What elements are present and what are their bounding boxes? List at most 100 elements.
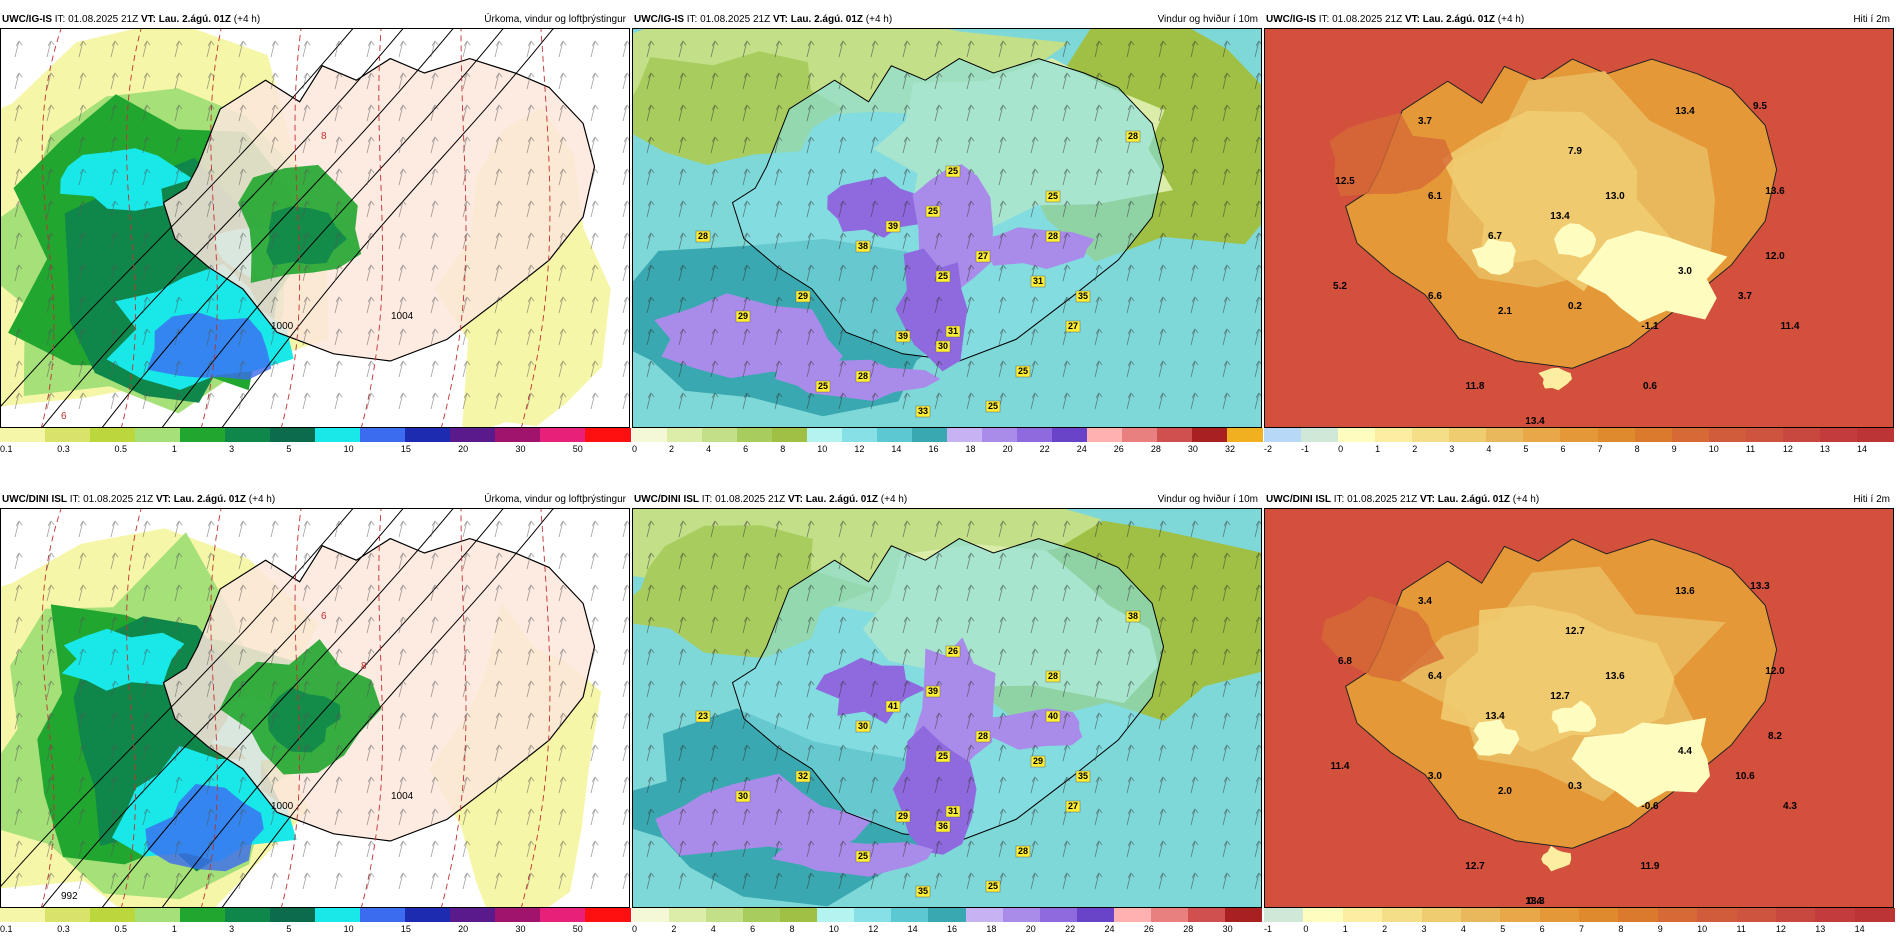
wind-arrow — [302, 328, 311, 346]
wind-arrow — [526, 744, 535, 762]
color-scale-tick: 3 — [229, 924, 235, 934]
wind-arrow — [110, 200, 119, 218]
wind-arrow — [1094, 360, 1103, 378]
color-scale-tick: 0.3 — [57, 924, 70, 934]
wind-arrow — [622, 712, 629, 730]
map-area[interactable]: 23 26 28 40 38 41 30 39 35 29 28 32 25 31 29 36 28 27 30 25… — [632, 508, 1262, 908]
wind-arrow — [238, 328, 247, 346]
wind-arrow — [806, 104, 815, 122]
gust-value: 25 — [935, 270, 951, 283]
wind-arrow — [902, 104, 911, 122]
wind-arrow — [46, 264, 55, 282]
gust-value-box — [945, 325, 961, 338]
wind-arrow — [78, 616, 87, 634]
wind-arrow — [238, 360, 247, 378]
color-scale-tick: 12 — [1775, 924, 1786, 934]
wind-arrow — [270, 872, 279, 890]
wind-arrow — [494, 328, 503, 346]
wind-arrow — [270, 72, 279, 90]
wind-arrow — [1254, 40, 1261, 58]
wind-arrow — [998, 136, 1007, 154]
wind-arrow — [806, 744, 815, 762]
wind-arrow — [46, 776, 55, 794]
wind-arrow — [870, 360, 879, 378]
wind-arrow — [14, 264, 23, 282]
wind-arrow — [774, 840, 783, 858]
wind-arrow — [774, 168, 783, 186]
wind-arrow — [14, 552, 23, 570]
wind-arrow — [1126, 840, 1135, 858]
wind-arrow — [998, 520, 1007, 538]
wind-arrow — [622, 584, 629, 602]
gust-value-box — [695, 710, 711, 723]
wind-arrow — [462, 648, 471, 666]
field-patch — [970, 227, 1095, 269]
color-scale-swatch — [1782, 428, 1821, 442]
gust-value-text: 35 — [1078, 291, 1088, 301]
color-scale-swatch — [225, 908, 271, 922]
color-scale-ticks: 0.1 0.3 0.5 1 3 5 10 15 20 30 50 — [0, 444, 630, 456]
wind-arrow — [398, 840, 407, 858]
wind-arrow — [142, 328, 151, 346]
wind-arrow — [14, 744, 23, 762]
wind-arrow — [398, 200, 407, 218]
map-area[interactable]: 1000 1004 6 8 — [0, 28, 630, 428]
wind-arrow — [902, 680, 911, 698]
wind-arrow — [334, 648, 343, 666]
wind-arrow — [238, 712, 247, 730]
color-scale-tick: 3 — [1421, 924, 1427, 934]
temperature-value: 6.7 — [1488, 231, 1502, 242]
color-scale-ticks: 0 2 4 6 8 10 12 14 16 18 20 22 24 26 28 30 32 — [632, 444, 1262, 456]
wind-arrow — [774, 616, 783, 634]
wind-arrow — [1158, 328, 1167, 346]
color-scale-tick: 1 — [1342, 924, 1348, 934]
wind-arrow — [1158, 392, 1167, 410]
color-scale-tick: 10 — [1708, 444, 1719, 454]
wind-arrow — [270, 136, 279, 154]
wind-arrow — [1222, 680, 1231, 698]
wind-arrow — [14, 296, 23, 314]
wind-arrow — [334, 584, 343, 602]
color-scale-tick: 28 — [1150, 444, 1161, 454]
wind-arrow — [774, 712, 783, 730]
wind-arrow — [1094, 232, 1103, 250]
wind-arrow — [1254, 168, 1261, 186]
wind-arrow — [462, 712, 471, 730]
map-area[interactable]: 1000 1004 992 6 8 — [0, 508, 630, 908]
wind-arrow — [110, 40, 119, 58]
wind-arrow — [302, 552, 311, 570]
wind-arrow — [430, 328, 439, 346]
wind-arrow — [870, 200, 879, 218]
gust-value-text: 31 — [948, 326, 958, 336]
wind-arrow — [1094, 328, 1103, 346]
wind-arrow — [998, 648, 1007, 666]
wind-arrow — [838, 520, 847, 538]
wind-arrow — [998, 776, 1007, 794]
init-time: 01.08.2025 21Z — [1332, 14, 1403, 25]
color-scale-tick: 2 — [671, 924, 677, 934]
wind-arrow — [934, 808, 943, 826]
color-scale-tick: 5 — [286, 924, 292, 934]
map-area[interactable]: 3.7 13.4 9.5 7.9 12.5 6.1 13.4 13.0 13.6 6.7 12.0 3… — [1264, 28, 1894, 428]
gust-value: 39 — [885, 220, 901, 233]
wind-arrow — [838, 136, 847, 154]
wind-arrow — [1254, 776, 1261, 794]
wind-arrow — [742, 296, 751, 314]
wind-arrow — [558, 552, 567, 570]
wind-arrow — [558, 872, 567, 890]
wind-arrow — [558, 104, 567, 122]
wind-arrow — [934, 392, 943, 410]
wind-arrow — [998, 360, 1007, 378]
wind-arrow — [742, 360, 751, 378]
gust-value-text: 31 — [1033, 276, 1043, 286]
map-area[interactable]: 3.4 13.6 13.3 12.7 6.8 6.4 12.7 13.6 12.0 13.4 8.2… — [1264, 508, 1894, 908]
wind-arrow — [622, 360, 629, 378]
wind-arrow — [1190, 232, 1199, 250]
wind-arrow — [366, 744, 375, 762]
map-area[interactable]: 28 25 25 28 28 39 38 25 35 31 27 29 25 31 39 30 25 27 29 25… — [632, 28, 1262, 428]
init-time-label: IT: — [686, 14, 698, 25]
wind-arrow — [334, 104, 343, 122]
wind-arrow — [302, 392, 311, 410]
color-scale-swatch — [450, 428, 496, 442]
wind-arrow — [646, 680, 655, 698]
